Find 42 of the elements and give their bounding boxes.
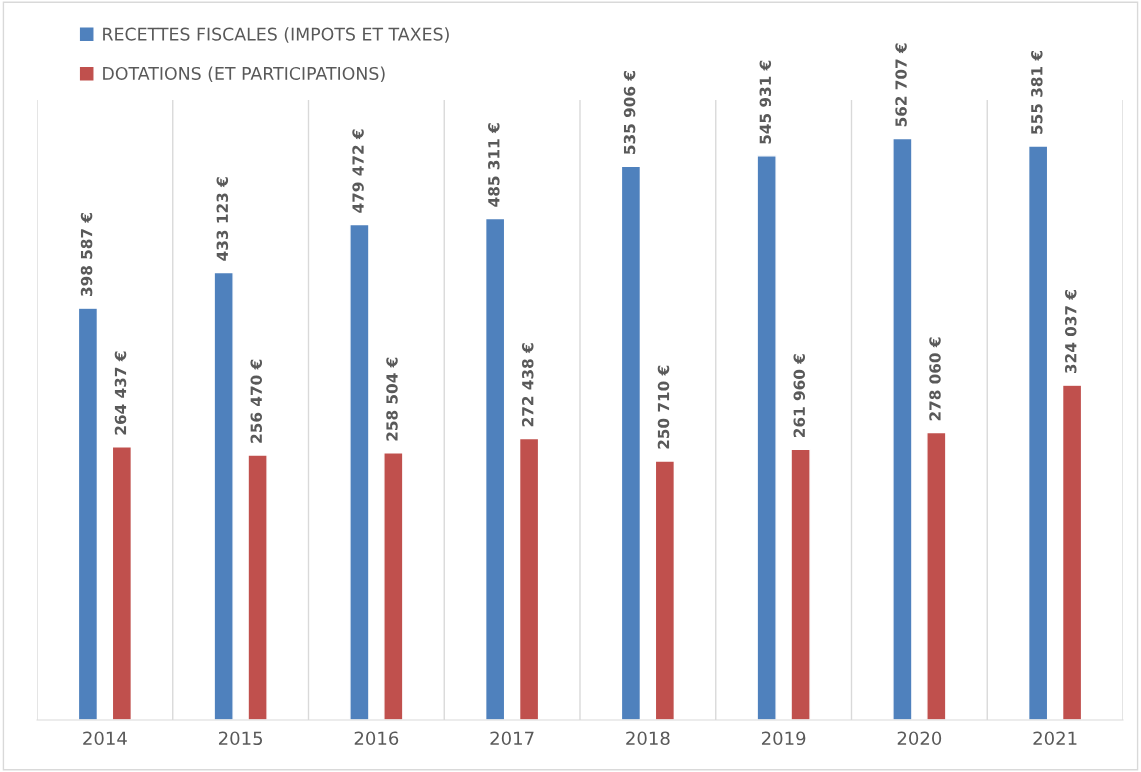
bar	[790, 448, 811, 720]
bar	[892, 137, 913, 720]
data-label: 278 060 €	[929, 337, 941, 421]
x-tick-label: 2018	[626, 731, 670, 746]
bar	[213, 271, 234, 720]
bar	[1061, 384, 1083, 720]
data-label: 535 906 €	[623, 71, 636, 154]
x-tick-label: 2021	[1033, 731, 1077, 746]
x-tick-label: 2020	[897, 731, 942, 746]
data-label: 256 470 €	[250, 359, 263, 443]
x-tick-label: 2014	[83, 731, 127, 746]
bar	[247, 454, 268, 720]
data-label: 264 437 €	[114, 351, 127, 435]
data-label: 324 037 €	[1064, 290, 1077, 374]
bar	[111, 446, 133, 720]
bar	[349, 223, 370, 720]
data-label: 433 123 €	[216, 177, 229, 261]
bar	[756, 155, 777, 720]
data-label: 258 504 €	[386, 357, 398, 441]
data-label: 272 438 €	[521, 343, 534, 427]
bar	[654, 460, 676, 720]
bar	[484, 217, 506, 720]
legend-label: RECETTES FISCALES (IMPOTS ET TAXES)	[103, 27, 449, 43]
data-label: 555 381 €	[1031, 50, 1043, 134]
data-label: 545 931 €	[759, 60, 772, 144]
bar	[518, 437, 540, 720]
data-label: 398 587 €	[80, 212, 93, 296]
legend-label: DOTATIONS (ET PARTICIPATIONS)	[103, 66, 385, 83]
x-tick-label: 2017	[490, 731, 534, 746]
bar	[1027, 145, 1049, 720]
x-tick-label: 2015	[218, 731, 263, 746]
bar	[926, 431, 947, 720]
data-label: 562 707 €	[895, 43, 907, 127]
bar	[383, 452, 404, 720]
bar	[77, 307, 99, 720]
data-label: 485 311 €	[488, 123, 500, 207]
data-label: 261 960 €	[793, 354, 806, 437]
x-tick-label: 2016	[354, 731, 399, 746]
data-label: 250 710 €	[657, 365, 670, 449]
bar	[620, 165, 642, 720]
x-tick-label: 2019	[761, 731, 806, 746]
data-label: 479 472 €	[352, 129, 364, 213]
